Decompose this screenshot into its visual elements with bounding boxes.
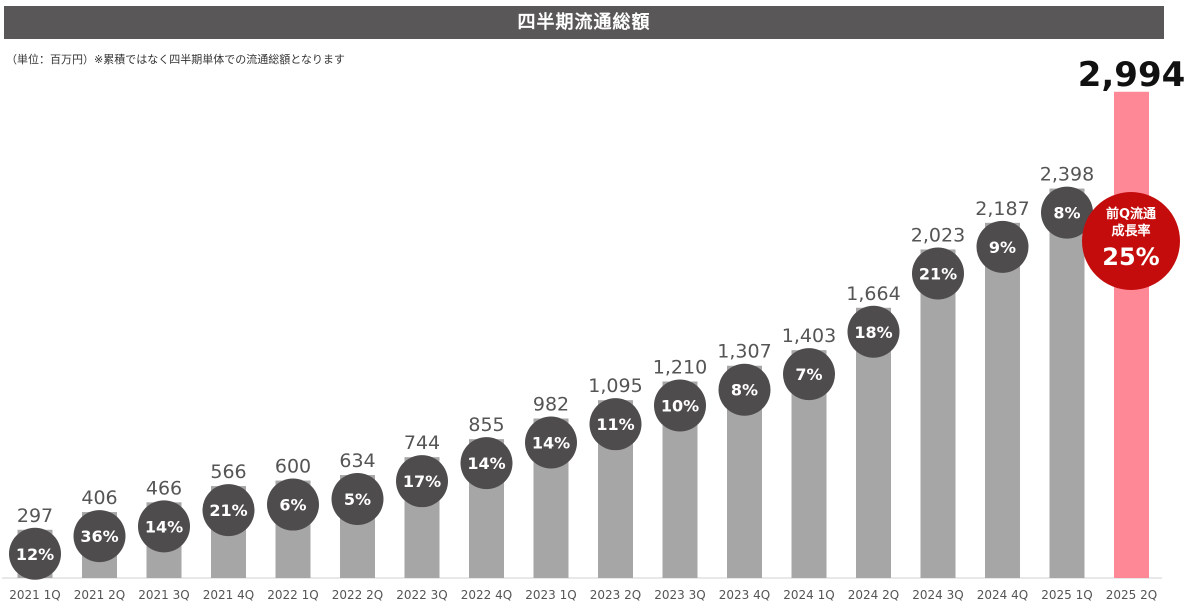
growth-circle (1041, 186, 1093, 239)
growth-label: 9% (989, 238, 1016, 257)
growth-circle (654, 379, 706, 432)
x-tick-label: 2024 1Q (783, 588, 834, 602)
highlight-circle (1082, 192, 1180, 290)
growth-circle (912, 247, 964, 300)
growth-label: 14% (145, 517, 183, 536)
value-label: 1,095 (588, 375, 642, 397)
value-label: 600 (275, 456, 311, 478)
growth-label: 14% (532, 434, 570, 453)
unit-note: （単位：百万円）※累積ではなく四半期単体での流通総額となります (6, 53, 345, 66)
x-tick-label: 2022 1Q (267, 588, 318, 602)
growth-label: 8% (731, 381, 758, 400)
x-tick-label: 2021 1Q (9, 588, 60, 602)
growth-circle (396, 455, 448, 508)
value-label: 982 (533, 394, 569, 416)
x-tick-label: 2021 3Q (138, 588, 189, 602)
value-label: 1,210 (653, 356, 707, 378)
x-tick-labels-group: 2021 1Q 2021 2Q 2021 3Q 2021 4Q 2022 1Q 2022 … (9, 588, 1157, 602)
growth-circle (73, 510, 126, 563)
growth-circle (267, 478, 319, 531)
growth-label: 7% (795, 365, 822, 384)
x-tick-label: 2023 2Q (590, 588, 641, 602)
bar (1049, 188, 1085, 578)
growth-label: 8% (1053, 204, 1080, 223)
growth-label: 21% (919, 264, 957, 283)
value-label: 2,187 (975, 198, 1029, 220)
value-label: 466 (146, 477, 182, 499)
value-label: 2,398 (1040, 164, 1094, 186)
highlight-line2: 成長率 (1111, 223, 1150, 239)
growth-label: 12% (16, 545, 54, 564)
x-tick-label: 2023 4Q (719, 588, 770, 602)
value-label-highlight: 2,994 (1078, 55, 1186, 95)
x-tick-label: 2022 4Q (461, 588, 512, 602)
x-tick-label: 2024 2Q (848, 588, 899, 602)
value-label: 1,307 (717, 341, 771, 363)
growth-label: 17% (403, 472, 441, 491)
value-label: 1,664 (846, 283, 900, 305)
growth-circle (976, 220, 1029, 273)
x-tick-label: 2022 3Q (396, 588, 447, 602)
growth-circle (202, 484, 255, 537)
x-tick-label: 2023 3Q (654, 588, 705, 602)
growth-label: 21% (209, 501, 247, 520)
x-tick-label: 2023 1Q (525, 588, 576, 602)
value-labels-group: 297 406 466 566 600 634 744 855 982 1,095 1,210 1,3… (17, 55, 1185, 527)
growth-label: 14% (467, 454, 505, 473)
value-label: 744 (404, 432, 440, 454)
growth-circle (9, 527, 61, 580)
value-label: 566 (210, 461, 246, 483)
x-tick-label: 2024 3Q (912, 588, 963, 602)
growth-label: 18% (854, 323, 892, 342)
x-tick-label: 2025 1Q (1041, 588, 1092, 602)
x-tick-label: 2022 2Q (332, 588, 383, 602)
bar-highlight (1114, 91, 1149, 578)
growth-label: 6% (279, 496, 306, 515)
growth-label: 11% (596, 415, 634, 434)
growth-label: 10% (661, 396, 699, 415)
highlight-callout: 前Q流通 成長率 25% (1082, 192, 1180, 290)
bar (920, 249, 956, 579)
growth-circle (525, 416, 577, 469)
growth-circle (138, 500, 190, 553)
growth-circle (460, 437, 513, 490)
value-label: 406 (81, 487, 117, 509)
x-tick-label: 2021 4Q (203, 588, 254, 602)
value-label: 2,023 (911, 224, 965, 246)
highlight-value: 25% (1102, 243, 1159, 271)
growth-label: 5% (344, 490, 371, 509)
chart-title: 四半期流通総額 (4, 6, 1164, 39)
growth-circle (331, 473, 384, 526)
x-tick-label: 2024 4Q (977, 588, 1028, 602)
x-tick-label: 2025 2Q (1106, 588, 1157, 602)
bar (985, 222, 1020, 578)
growth-circles-group: 12% 36% 14% 21% 6% 5% 17% 14% 14% 11% 10% 8% 7% 18% 21… (9, 186, 1093, 580)
growth-circle (783, 348, 835, 401)
x-tick-label: 2021 2Q (74, 588, 125, 602)
value-label: 1,403 (782, 325, 836, 347)
growth-circle (589, 398, 642, 451)
growth-label: 36% (80, 527, 118, 546)
growth-circle (718, 363, 771, 416)
growth-circle (847, 305, 900, 358)
value-label: 297 (17, 505, 53, 527)
value-label: 855 (468, 414, 504, 436)
value-label: 634 (339, 450, 375, 472)
bars-group (17, 91, 1149, 579)
highlight-line1: 前Q流通 (1106, 206, 1156, 222)
